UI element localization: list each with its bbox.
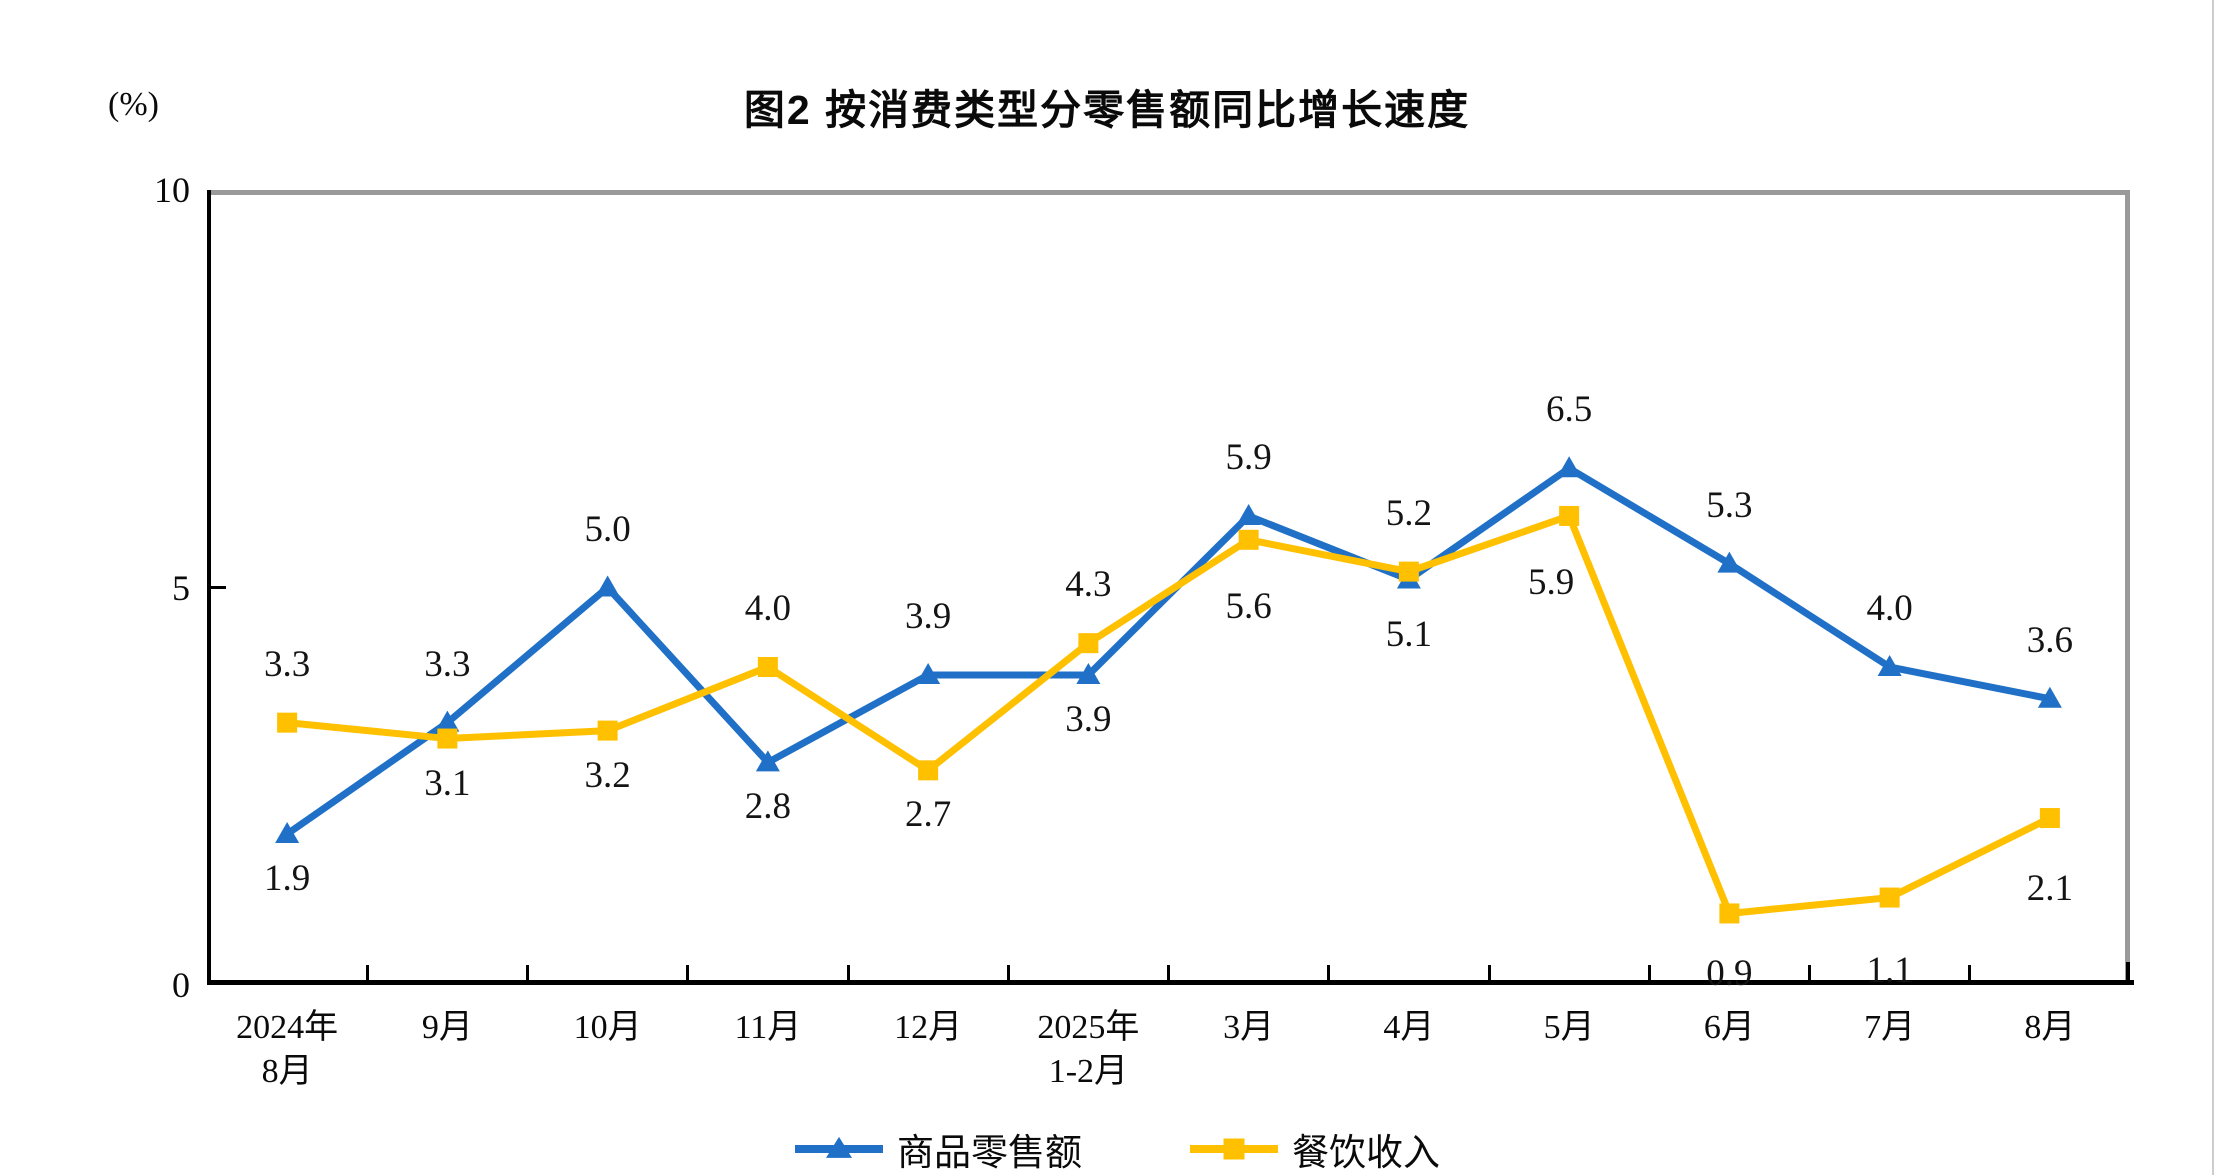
marker-triangle [2037, 686, 2062, 708]
marker-square [437, 728, 458, 749]
x-axis-label: 3月 [1223, 1009, 1275, 1046]
x-axis-label: 2024年 8月 [236, 1009, 339, 1090]
marker-triangle [435, 710, 460, 732]
x-axis-tick [846, 965, 850, 980]
data-label: 4.3 [1065, 564, 1112, 606]
data-label: 3.3 [264, 643, 311, 685]
data-label: 2.1 [2026, 868, 2073, 910]
data-label: 5.9 [1528, 561, 1575, 603]
y-axis-tick-label: 0 [172, 965, 190, 1005]
x-axis-end-tick [2126, 962, 2130, 980]
legend-label: 商品零售额 [897, 1133, 1082, 1174]
legend-marker-square [1223, 1138, 1245, 1160]
x-axis-label: 4月 [1383, 1009, 1435, 1046]
x-axis-tick [686, 965, 690, 980]
chart-title: 图2 按消费类型分零售额同比增长速度 [743, 87, 1471, 133]
data-label: 4.0 [1866, 588, 1913, 629]
data-label: 6.5 [1546, 389, 1593, 431]
x-axis-label: 2025年 1-2月 [1037, 1009, 1140, 1090]
marker-triangle [1717, 551, 1742, 573]
x-axis-label: 9月 [421, 1009, 473, 1046]
legend-item-商品零售额: 商品零售额 [795, 1122, 1082, 1175]
marker-square [1398, 561, 1419, 582]
marker-triangle [595, 575, 620, 597]
marker-square [597, 720, 618, 741]
data-label: 3.9 [1065, 698, 1112, 740]
marker-triangle [916, 662, 941, 684]
marker-square [2039, 808, 2060, 829]
marker-square [1559, 505, 1580, 526]
legend-marker-triangle [826, 1136, 852, 1158]
y-axis-line [207, 190, 211, 985]
marker-triangle [1076, 662, 1101, 684]
x-axis-tick [1808, 965, 1811, 980]
series-line-餐饮收入 [286, 511, 2052, 918]
data-label: 5.9 [1225, 436, 1272, 478]
data-label: 5.3 [1706, 484, 1753, 526]
marker-triangle [1557, 456, 1582, 478]
marker-triangle [1877, 655, 1902, 676]
x-axis-line [207, 980, 2134, 985]
plot-area: 1.9 3.3 5.0 2.8 3.9 3.9 5.9 5.1 6.5 5.3 4.0 3.6 3.3 3… [207, 190, 2134, 994]
marker-triangle [1236, 503, 1261, 525]
data-label: 3.2 [584, 754, 631, 796]
legend-line [1190, 1138, 1278, 1160]
line-series-canvas [275, 456, 2062, 924]
x-axis-tick [365, 965, 369, 980]
marker-square [1719, 903, 1740, 924]
data-label: 0.9 [1706, 953, 1753, 995]
data-label: 4.0 [744, 588, 791, 629]
plot-border-top [209, 190, 2130, 195]
data-label: 5.1 [1385, 613, 1432, 655]
data-label: 3.6 [2026, 619, 2073, 661]
marker-square [1238, 529, 1259, 550]
x-axis-label: 12月 [894, 1009, 963, 1046]
data-label: 5.0 [584, 508, 631, 550]
data-label: 5.2 [1385, 492, 1432, 534]
marker-triangle [275, 821, 300, 843]
x-axis-tick [1487, 965, 1491, 980]
y-axis-tick-label: 10 [154, 170, 190, 210]
marker-square [757, 657, 778, 677]
plot-border-right [2125, 190, 2130, 985]
x-axis-tick [1647, 965, 1651, 980]
legend: 商品零售额 餐饮收入 [795, 1122, 1440, 1175]
marker-triangle [755, 750, 780, 772]
data-label: 1.9 [264, 857, 311, 899]
x-axis-label: 8月 [2024, 1009, 2076, 1046]
y-axis-tick-label: 5 [172, 567, 190, 608]
y-axis-tick [211, 586, 226, 589]
x-axis-label: 10月 [573, 1009, 642, 1046]
x-axis-label: 11月 [734, 1009, 802, 1046]
marker-square [1879, 887, 1900, 908]
legend-line [795, 1136, 883, 1158]
y-axis-unit-label: (%) [108, 86, 159, 123]
data-label: 3.3 [424, 643, 471, 685]
x-axis-tick [1006, 965, 1010, 980]
data-label: 3.1 [424, 762, 471, 804]
x-axis-label: 6月 [1703, 1009, 1755, 1046]
legend-label: 餐饮收入 [1292, 1133, 1440, 1174]
data-label: 5.6 [1225, 585, 1272, 627]
x-axis-tick [1327, 965, 1331, 980]
data-label: 1.1 [1866, 949, 1913, 991]
x-axis-label: 7月 [1864, 1009, 1916, 1046]
x-axis-tick [1167, 965, 1170, 980]
legend-item-餐饮收入: 餐饮收入 [1190, 1122, 1440, 1175]
data-label: 2.7 [905, 794, 952, 836]
marker-square [918, 760, 939, 781]
data-label: 2.8 [744, 786, 791, 828]
data-label: 3.9 [905, 595, 952, 637]
x-axis-label: 5月 [1543, 1009, 1595, 1046]
marker-square [277, 712, 298, 733]
x-axis-tick [1968, 965, 1972, 980]
x-axis-tick [526, 965, 529, 980]
marker-square [1078, 633, 1099, 654]
